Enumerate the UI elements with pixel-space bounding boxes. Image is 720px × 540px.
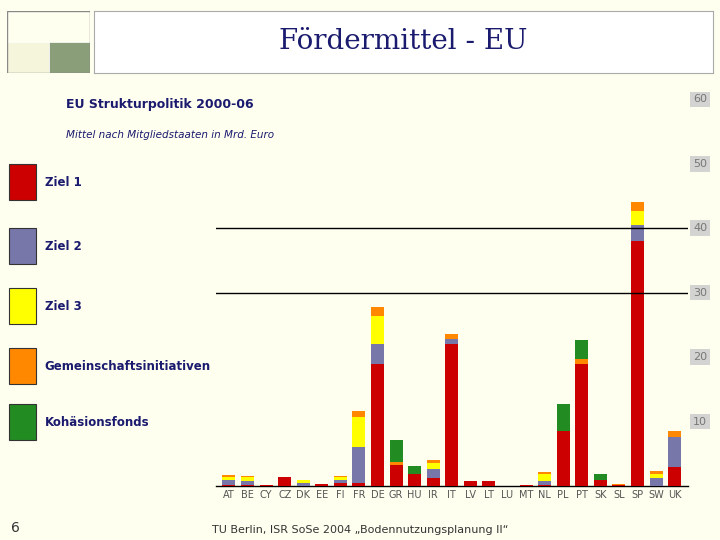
Text: Ziel 1: Ziel 1 — [45, 176, 81, 189]
Text: 50: 50 — [693, 159, 707, 168]
Bar — [594, 474, 607, 480]
Bar — [334, 476, 347, 477]
Bar — [575, 359, 588, 363]
Bar — [334, 477, 347, 480]
Bar — [538, 481, 551, 485]
Bar — [9, 288, 37, 324]
Bar — [557, 403, 570, 430]
Bar — [390, 465, 402, 486]
Bar — [538, 485, 551, 486]
Bar — [222, 477, 235, 480]
Bar — [241, 476, 254, 477]
Bar — [278, 477, 291, 486]
Bar — [371, 316, 384, 344]
Bar — [353, 417, 366, 447]
Bar — [222, 480, 235, 485]
Bar — [390, 440, 402, 462]
Bar — [613, 485, 626, 486]
Bar — [631, 202, 644, 212]
Bar — [613, 484, 626, 485]
Bar — [464, 482, 477, 486]
Text: 6: 6 — [11, 521, 19, 535]
Bar — [9, 164, 37, 200]
Bar — [538, 475, 551, 481]
Bar — [49, 42, 90, 73]
Bar — [241, 477, 254, 481]
Text: 10: 10 — [693, 416, 707, 427]
Text: Gemeinschaftsinitiativen: Gemeinschaftsinitiativen — [45, 360, 211, 373]
Bar — [445, 334, 459, 339]
Bar — [334, 483, 347, 486]
Bar — [445, 339, 459, 344]
Bar — [427, 477, 440, 486]
Text: Fördermittel - EU: Fördermittel - EU — [279, 28, 528, 55]
Bar — [538, 472, 551, 475]
Bar — [9, 228, 37, 264]
Bar — [649, 478, 662, 486]
Bar — [297, 480, 310, 483]
Text: 30: 30 — [693, 288, 707, 298]
Text: Kohäsionsfonds: Kohäsionsfonds — [45, 416, 150, 429]
Bar — [408, 466, 421, 474]
Bar — [371, 363, 384, 486]
Bar — [649, 471, 662, 474]
Bar — [222, 475, 235, 477]
Bar — [575, 340, 588, 359]
Bar — [427, 460, 440, 463]
Text: Mittel nach Mitgliedstaaten in Mrd. Euro: Mittel nach Mitgliedstaaten in Mrd. Euro — [66, 130, 274, 140]
Text: 40: 40 — [693, 223, 707, 233]
Text: Ziel 3: Ziel 3 — [45, 300, 81, 313]
Bar — [241, 485, 254, 486]
Bar — [631, 241, 644, 486]
Bar — [668, 467, 681, 486]
Bar — [575, 363, 588, 486]
Bar — [594, 480, 607, 486]
Bar — [668, 430, 681, 437]
Bar — [7, 42, 49, 73]
Bar — [631, 212, 644, 225]
Bar — [390, 462, 402, 465]
Bar — [427, 463, 440, 469]
Bar — [427, 469, 440, 477]
Text: 20: 20 — [693, 352, 707, 362]
Bar — [49, 73, 90, 104]
Bar — [241, 481, 254, 485]
Bar — [353, 447, 366, 483]
Bar — [353, 483, 366, 486]
Bar — [445, 344, 459, 486]
Bar — [649, 474, 662, 478]
Bar — [9, 404, 37, 440]
Bar — [408, 474, 421, 486]
Bar — [353, 410, 366, 417]
Text: 60: 60 — [693, 94, 707, 104]
Bar — [482, 482, 495, 486]
Bar — [315, 484, 328, 486]
Text: EU Strukturpolitik 2000-06: EU Strukturpolitik 2000-06 — [66, 98, 253, 111]
Bar — [334, 480, 347, 483]
Bar — [260, 485, 273, 486]
Bar — [9, 348, 37, 384]
Text: Ziel 2: Ziel 2 — [45, 240, 81, 253]
Bar — [7, 73, 49, 104]
Bar — [222, 485, 235, 486]
Text: TU Berlin, ISR SoSe 2004 „Bodennutzungsplanung II“: TU Berlin, ISR SoSe 2004 „Bodennutzungsp… — [212, 524, 508, 535]
Bar — [297, 483, 310, 486]
Bar — [631, 225, 644, 241]
Bar — [371, 307, 384, 316]
Bar — [557, 430, 570, 486]
Bar — [371, 344, 384, 363]
Bar — [668, 437, 681, 467]
